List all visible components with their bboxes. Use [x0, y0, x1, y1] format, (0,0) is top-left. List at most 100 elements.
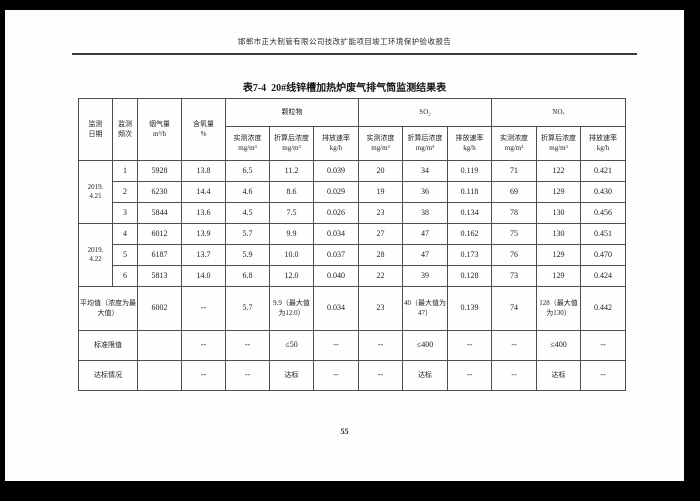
- cell-so2-rate: --: [447, 330, 492, 361]
- cell-nox-measured: 73: [491, 265, 537, 287]
- document-page: 邯郸市正大制管有限公司技改扩能项目竣工环境保护验收报告 表7-4 20#线锌槽加…: [5, 10, 684, 481]
- cell-so2-converted: 47: [402, 244, 448, 266]
- cell-pm-converted: 9.9: [269, 223, 314, 245]
- cell-pm-measured: --: [225, 360, 270, 391]
- cell-date-group1: 2019. 4.21: [78, 160, 113, 224]
- cell-nox-measured: 74: [491, 286, 537, 331]
- cell-so2-converted: 40（最大值为47）: [402, 286, 448, 331]
- cell-so2-measured: 19: [358, 181, 403, 203]
- cell-so2-measured: 20: [358, 160, 403, 182]
- cell-nox-rate: 0.470: [580, 244, 626, 266]
- cell-nox-measured: 78: [491, 202, 537, 224]
- cell-pm-rate: --: [313, 330, 359, 361]
- cell-nox-rate: --: [580, 360, 626, 391]
- cell-o2: --: [181, 360, 226, 391]
- cell-flow: 6012: [137, 223, 182, 245]
- cell-nox-measured: 76: [491, 244, 537, 266]
- cell-pm-rate: 0.034: [313, 223, 359, 245]
- cell-so2-rate: --: [447, 360, 492, 391]
- cell-nox-converted: 129: [536, 265, 581, 287]
- cell-pm-converted: 9.9（最大值为12.0）: [269, 286, 314, 331]
- cell-nox-converted: ≤400: [536, 330, 581, 361]
- cell-nox-measured: --: [491, 360, 537, 391]
- cell-so2-rate: 0.119: [447, 160, 492, 182]
- standard-limit-row: 标准限值 -- -- ≤50 -- -- ≤400 -- -- ≤400 --: [78, 330, 626, 361]
- cell-nox-rate: 0.456: [580, 202, 626, 224]
- data-row-4: 2019. 4.22 4 6012 13.9 5.7 9.9 0.034 27 …: [78, 223, 626, 287]
- cell-nox-rate: 0.442: [580, 286, 626, 331]
- header-row-sub: 实测浓度 mg/m³ 折算后浓度 mg/m³ 排放速率 kg/h 实测浓度 mg…: [79, 126, 626, 161]
- cell-nox-measured: 75: [491, 223, 537, 245]
- cell-o2: 13.6: [181, 202, 226, 224]
- cell-so2-converted: 34: [402, 160, 448, 182]
- data-row-6: 6 5813 14.0 6.8 12.0 0.040 22 39 0.128 7…: [79, 265, 626, 287]
- data-row-2: 2 6230 14.4 4.6 8.6 0.029 19 36 0.118 69…: [79, 181, 626, 203]
- cell-so2-rate: 0.173: [447, 244, 492, 266]
- sub-header-nox-measured: 实测浓度 mg/m³: [491, 126, 537, 161]
- cell-freq: 2: [112, 181, 138, 203]
- cell-freq: 6: [112, 265, 138, 287]
- cell-flow: 6230: [137, 181, 182, 203]
- cell-pm-rate: 0.039: [313, 160, 359, 182]
- cell-pm-converted: 12.0: [269, 265, 314, 287]
- cell-flow: 6002: [137, 286, 182, 331]
- monitoring-results-table: 监测 日期 监测 频次 烟气量 m³/h 含氧量 % 颗粒物 SO₂ NOₓ 实…: [78, 98, 626, 391]
- cell-so2-converted: 39: [402, 265, 448, 287]
- data-row-3: 3 5844 13.6 4.5 7.5 0.026 23 38 0.134 78…: [79, 202, 626, 224]
- row-label-limit: 标准限值: [78, 330, 138, 361]
- group-header-so2: SO₂: [358, 98, 492, 127]
- cell-so2-measured: 27: [358, 223, 403, 245]
- cell-so2-rate: 0.118: [447, 181, 492, 203]
- cell-pm-rate: 0.037: [313, 244, 359, 266]
- cell-so2-measured: 28: [358, 244, 403, 266]
- cell-pm-measured: 4.6: [225, 181, 270, 203]
- cell-nox-converted: 122: [536, 160, 581, 182]
- sub-header-so2-converted: 折算后浓度 mg/m³: [402, 126, 448, 161]
- cell-nox-measured: --: [491, 330, 537, 361]
- cell-so2-converted: 38: [402, 202, 448, 224]
- cell-o2: --: [181, 330, 226, 361]
- sub-header-so2-rate: 排放速率 kg/h: [447, 126, 492, 161]
- cell-nox-rate: 0.421: [580, 160, 626, 182]
- col-header-o2: 含氧量 %: [181, 98, 226, 161]
- report-header-title: 邯郸市正大制管有限公司技改扩能项目竣工环境保护验收报告: [237, 37, 452, 46]
- cell-so2-rate: 0.134: [447, 202, 492, 224]
- cell-so2-converted: ≤400: [402, 330, 448, 361]
- cell-o2: 14.4: [181, 181, 226, 203]
- cell-pm-converted: 7.5: [269, 202, 314, 224]
- sub-header-pm-measured: 实测浓度 mg/m³: [225, 126, 270, 161]
- cell-freq: 5: [112, 244, 138, 266]
- cell-so2-measured: --: [358, 360, 403, 391]
- cell-pm-rate: 0.034: [313, 286, 359, 331]
- cell-pm-converted: 10.0: [269, 244, 314, 266]
- cell-o2: 13.7: [181, 244, 226, 266]
- cell-so2-rate: 0.162: [447, 223, 492, 245]
- cell-pm-measured: 6.8: [225, 265, 270, 287]
- cell-nox-converted: 129: [536, 244, 581, 266]
- cell-pm-converted: 11.2: [269, 160, 314, 182]
- cell-flow: 5813: [137, 265, 182, 287]
- cell-flow: 5928: [137, 160, 182, 182]
- cell-so2-measured: --: [358, 330, 403, 361]
- cell-pm-measured: 5.7: [225, 286, 270, 331]
- average-row: 平均值（浓度为最大值） 6002 -- 5.7 9.9（最大值为12.0） 0.…: [78, 286, 626, 331]
- cell-pm-converted: 8.6: [269, 181, 314, 203]
- cell-pm-measured: 6.5: [225, 160, 270, 182]
- cell-o2: 14.0: [181, 265, 226, 287]
- cell-pm-converted: ≤50: [269, 330, 314, 361]
- cell-pm-converted: 达标: [269, 360, 314, 391]
- cell-o2: 13.8: [181, 160, 226, 182]
- cell-nox-rate: 0.451: [580, 223, 626, 245]
- sub-header-nox-rate: 排放速率 kg/h: [580, 126, 626, 161]
- data-row-1: 2019. 4.21 1 5928 13.8 6.5 11.2 0.039 20…: [78, 160, 626, 224]
- cell-pm-measured: --: [225, 330, 270, 361]
- col-header-flow: 烟气量 m³/h: [137, 98, 182, 161]
- cell-nox-converted: 130: [536, 223, 581, 245]
- cell-o2: 13.9: [181, 223, 226, 245]
- col-header-freq: 监测 频次: [112, 98, 138, 161]
- header-divider: [72, 53, 637, 55]
- row-label-average: 平均值（浓度为最大值）: [78, 286, 138, 331]
- cell-nox-converted: 129: [536, 181, 581, 203]
- cell-pm-rate: 0.029: [313, 181, 359, 203]
